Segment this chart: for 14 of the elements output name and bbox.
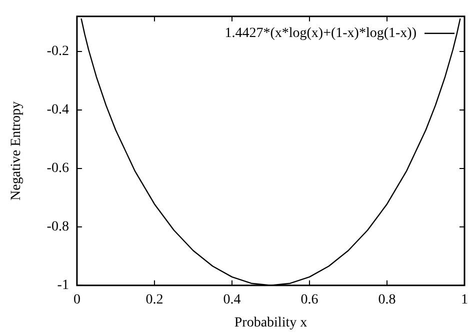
x-tick-label: 0.6 xyxy=(300,292,318,308)
x-tick-label: 0.4 xyxy=(223,292,241,308)
y-axis-title: Negative Entropy xyxy=(9,101,24,200)
y-tick-label: -0.8 xyxy=(46,220,69,235)
legend-label: 1.4427*(x*log(x)+(1-x)*log(1-x)) xyxy=(224,26,417,42)
y-tick-label: -0.6 xyxy=(46,161,69,176)
y-tick-label: -0.4 xyxy=(46,102,69,118)
x-tick-label: 0.2 xyxy=(146,292,164,308)
y-tick-label: -0.2 xyxy=(46,44,69,60)
x-tick-label: 0 xyxy=(73,292,80,308)
x-axis-title: Probability x xyxy=(234,315,308,330)
x-tick-label: 0.8 xyxy=(378,292,396,308)
x-tick-label: 1 xyxy=(461,292,468,308)
y-tick-label: -1 xyxy=(57,278,69,294)
